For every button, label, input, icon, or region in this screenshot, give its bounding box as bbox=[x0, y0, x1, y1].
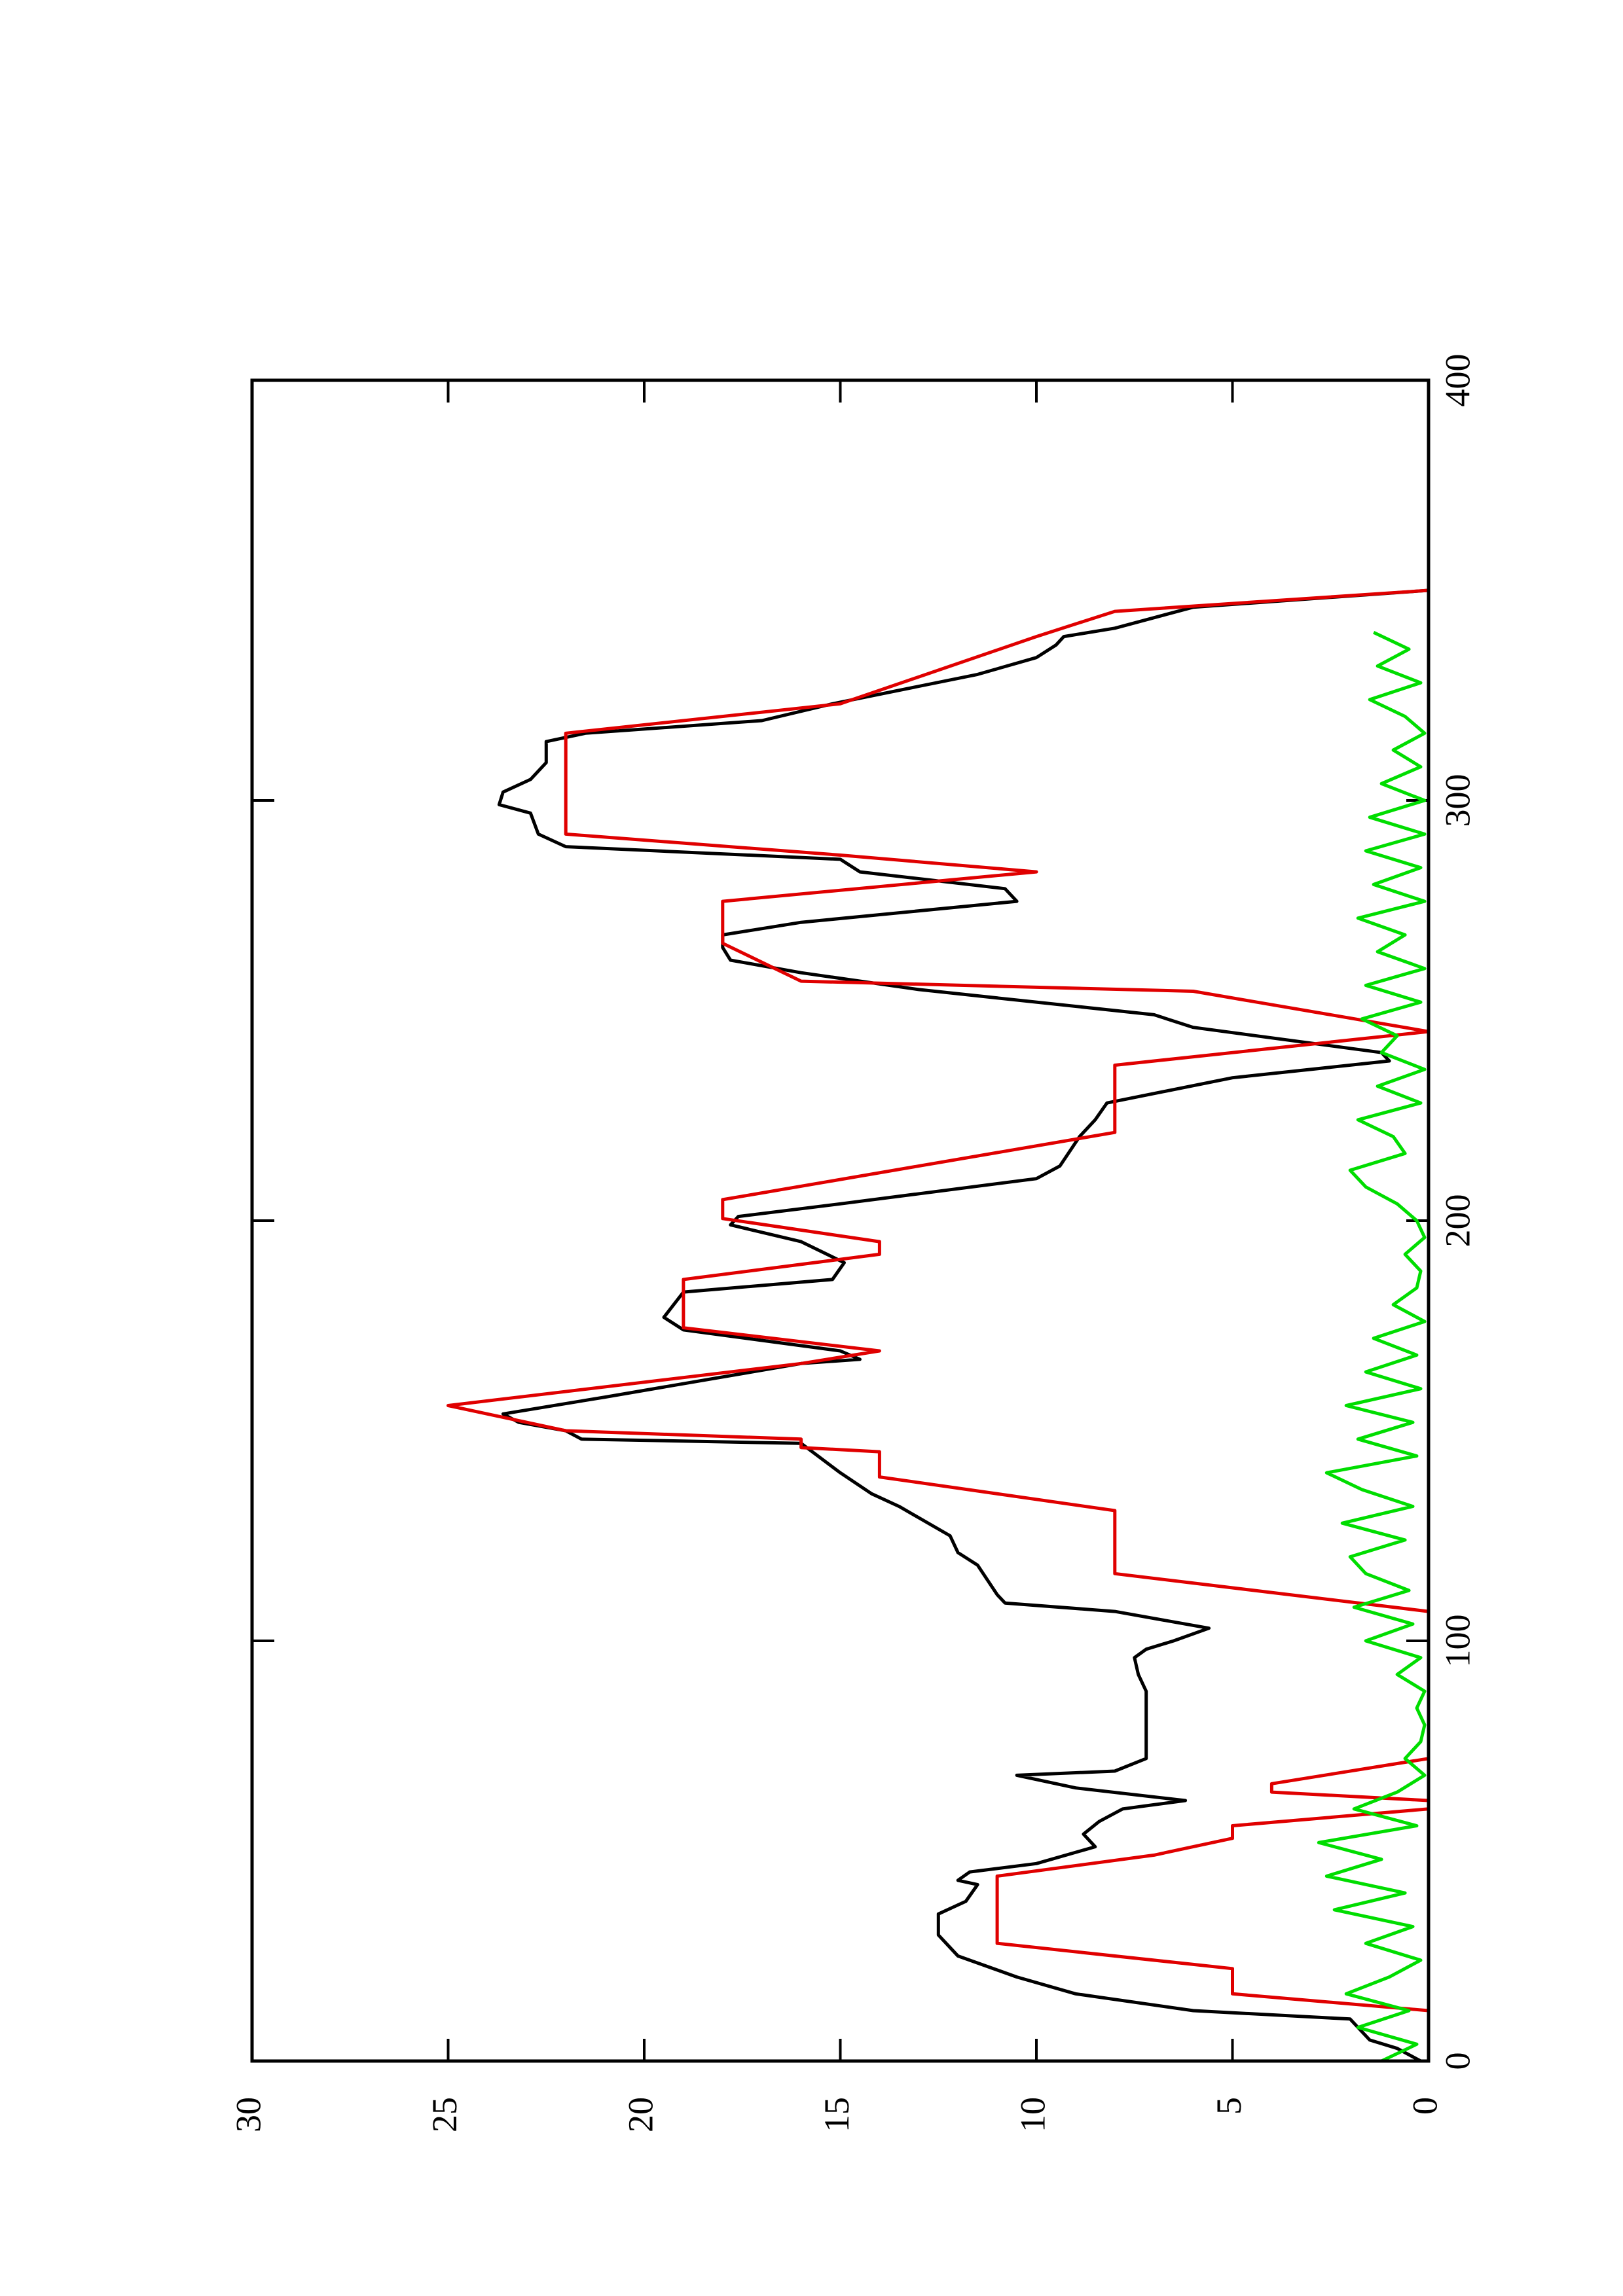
x-tick-label: 200 bbox=[1438, 1194, 1477, 1247]
y-tick-label: 5 bbox=[1209, 2097, 1249, 2115]
y-tick-label: 20 bbox=[621, 2097, 660, 2132]
y-tick-label: 10 bbox=[1013, 2097, 1052, 2132]
y-tick-label: 25 bbox=[425, 2097, 464, 2132]
data-line bbox=[1317, 630, 1427, 2063]
x-tick-label: 0 bbox=[1438, 2053, 1477, 2070]
data-line bbox=[497, 588, 1429, 2063]
x-tick-label: 300 bbox=[1438, 774, 1477, 827]
y-tick-label: 0 bbox=[1405, 2097, 1444, 2115]
y-tick-label: 15 bbox=[817, 2097, 856, 2132]
plot-frame bbox=[250, 378, 1431, 2063]
data-line bbox=[447, 588, 1431, 2061]
x-tick-label: 100 bbox=[1438, 1615, 1477, 1668]
y-tick-label: 30 bbox=[228, 2097, 268, 2132]
x-tick-label: 400 bbox=[1438, 354, 1477, 407]
